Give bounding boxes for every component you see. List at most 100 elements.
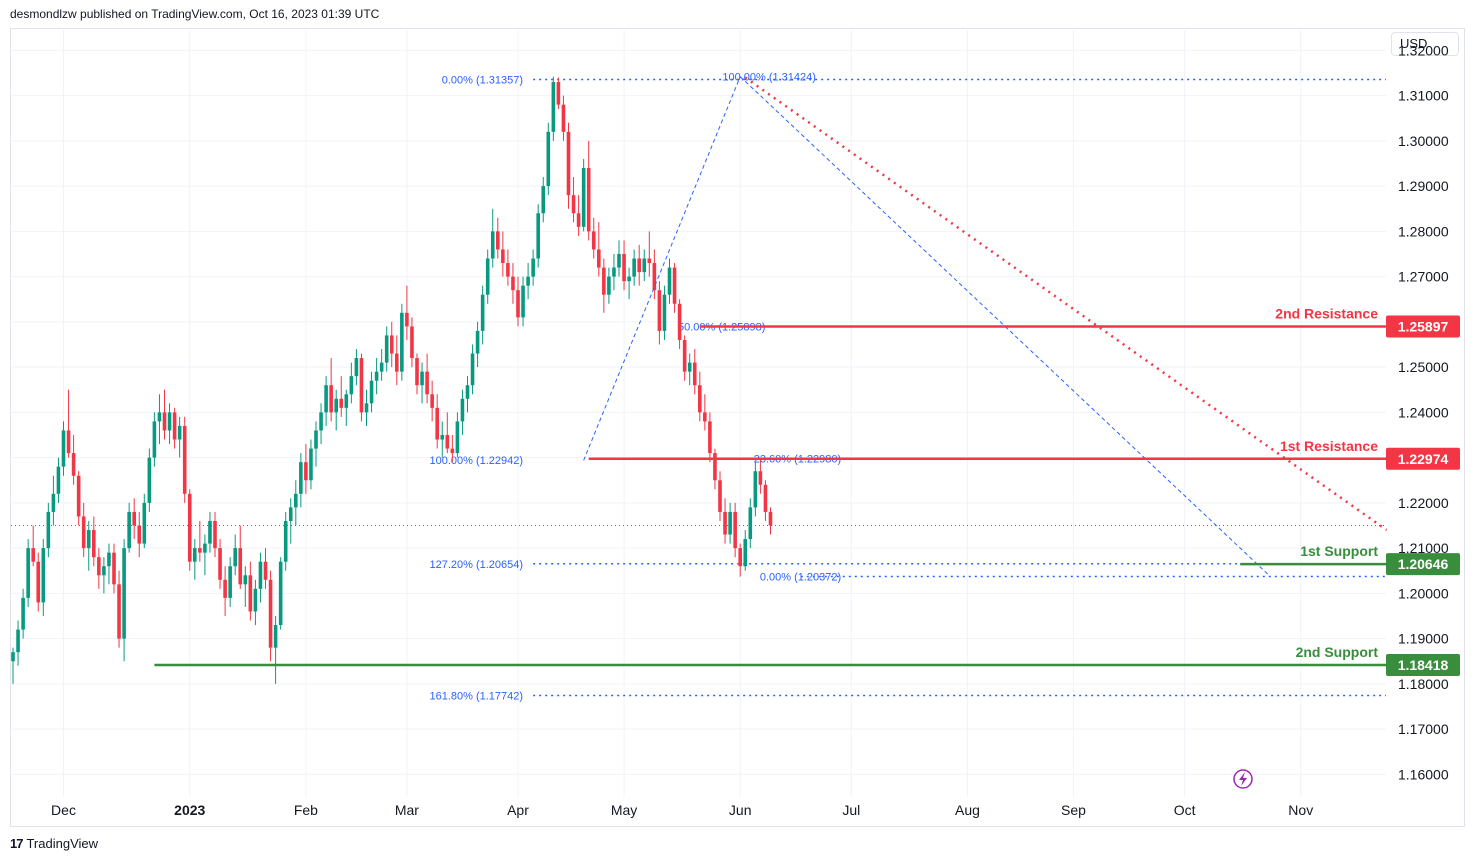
x-tick-label: 2023 — [174, 802, 205, 818]
candle-body — [440, 434, 445, 440]
candle — [698, 371, 702, 422]
candle-body — [490, 231, 495, 259]
candle-body — [107, 552, 111, 567]
candle-body — [339, 398, 344, 408]
candle — [743, 530, 748, 571]
y-tick-label: 1.25000 — [1398, 359, 1449, 375]
candle — [379, 349, 384, 381]
candle-body — [253, 588, 258, 612]
candle-body — [329, 385, 333, 413]
candle — [304, 444, 308, 494]
candle — [21, 588, 25, 639]
candle — [395, 335, 399, 386]
candle-body — [551, 82, 556, 132]
candle-body — [556, 82, 561, 105]
candle-body — [692, 362, 697, 386]
candle — [127, 502, 131, 553]
candle-body — [193, 548, 197, 562]
candle-body — [359, 358, 364, 413]
candle — [66, 389, 71, 458]
candle-body — [642, 258, 647, 273]
candle-body — [76, 475, 81, 517]
candle-body — [647, 258, 652, 264]
candle-body — [652, 263, 657, 291]
candle — [738, 543, 742, 577]
candle — [299, 453, 303, 508]
candle — [516, 276, 520, 327]
candle — [415, 353, 419, 395]
candle-body — [213, 520, 217, 549]
price-tag — [1386, 653, 1460, 676]
y-tick-label: 1.27000 — [1398, 269, 1449, 285]
candle — [652, 249, 657, 300]
x-tick-label: Apr — [507, 802, 529, 818]
candle-body — [354, 358, 359, 377]
candle — [496, 217, 500, 259]
candle-body — [718, 480, 722, 512]
candle-body — [97, 557, 101, 576]
candle-body — [71, 453, 76, 476]
candle — [506, 249, 510, 286]
candle — [253, 579, 258, 626]
candle-body — [682, 339, 687, 372]
candle-body — [607, 276, 611, 295]
fib-retracement: 0.00% (1.31357)100.00% (1.31424)50.00% (… — [429, 71, 1386, 703]
candle-body — [61, 430, 66, 467]
candle — [11, 647, 15, 684]
lightning-icon[interactable] — [1233, 769, 1253, 789]
candle — [309, 439, 313, 490]
candle — [152, 412, 157, 467]
candle-body — [541, 186, 546, 214]
candle — [223, 566, 227, 616]
candle — [56, 457, 61, 503]
candle — [243, 566, 248, 607]
footer-brand[interactable]: TradingView — [26, 836, 99, 851]
candle-body — [470, 353, 475, 386]
candle — [536, 204, 540, 268]
y-tick-label: 1.20000 — [1398, 585, 1449, 601]
candle-body — [480, 294, 485, 331]
candle — [405, 285, 409, 340]
candle-body — [738, 548, 742, 567]
candle — [339, 376, 344, 417]
candle — [198, 520, 202, 562]
candle — [26, 539, 30, 607]
grid-lines — [11, 30, 1386, 797]
candle-body — [182, 425, 187, 494]
candle-body — [56, 466, 61, 494]
candle — [521, 276, 525, 327]
candle — [71, 434, 76, 485]
candle — [713, 448, 717, 490]
candle — [172, 407, 177, 449]
candle — [768, 507, 773, 535]
candle — [748, 498, 753, 549]
y-tick-label: 1.19000 — [1398, 631, 1449, 647]
candle — [602, 258, 606, 313]
candle — [102, 557, 106, 594]
currency-selector[interactable]: USD — [1391, 32, 1459, 56]
candle-body — [521, 285, 525, 318]
candle — [137, 511, 142, 558]
candle — [203, 534, 207, 576]
candle — [329, 358, 333, 422]
x-tick-label: Nov — [1288, 802, 1313, 818]
candle — [117, 570, 121, 648]
candle-body — [36, 561, 41, 603]
candle — [389, 321, 394, 368]
candle-body — [31, 548, 35, 562]
candle — [51, 475, 56, 526]
candle-body — [349, 376, 354, 395]
candle-body — [632, 258, 636, 277]
candle — [142, 493, 147, 549]
candle-body — [238, 548, 243, 585]
candle — [763, 480, 768, 521]
candle — [218, 539, 222, 589]
candle-body — [602, 267, 606, 295]
candle — [677, 299, 682, 350]
candle — [92, 516, 96, 567]
candle-body — [122, 548, 126, 639]
candle-body — [430, 394, 434, 408]
candle — [187, 489, 192, 571]
candle-body — [379, 362, 384, 372]
